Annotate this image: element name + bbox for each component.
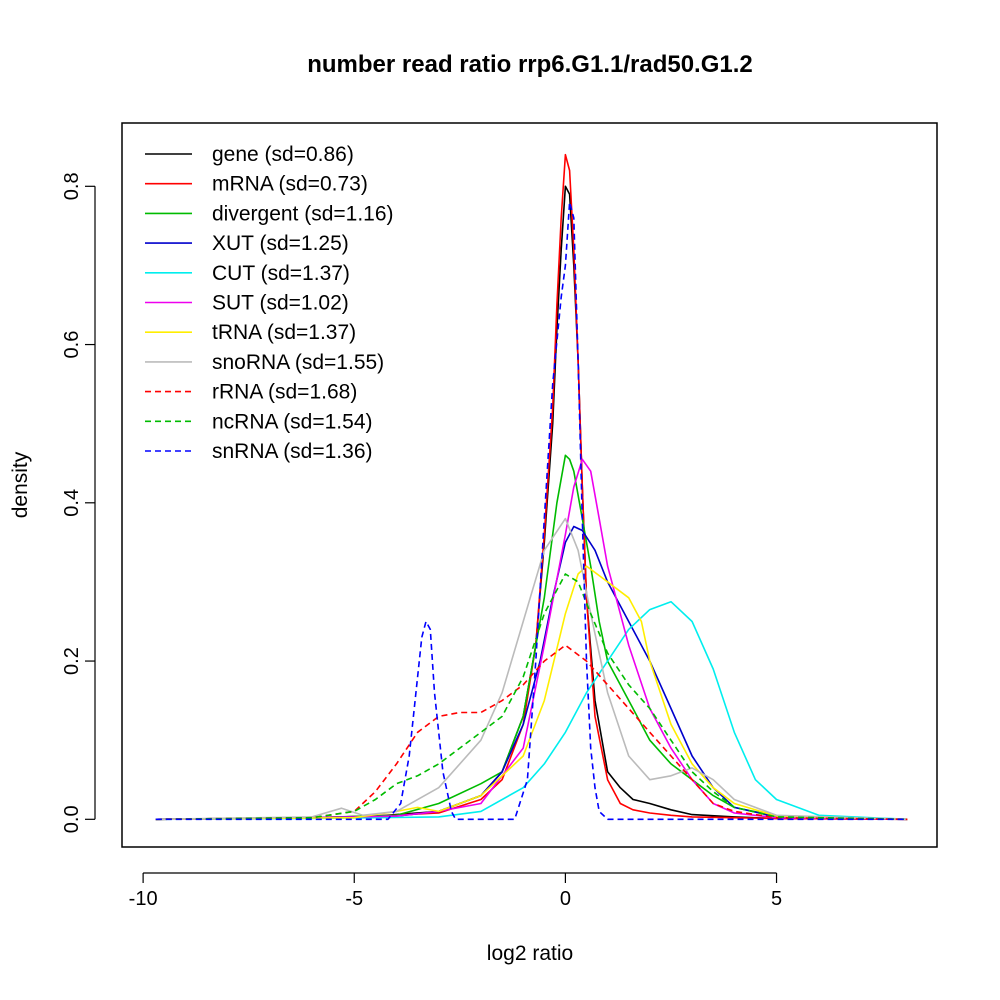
- x-axis-title: log2 ratio: [487, 942, 573, 965]
- legend-label: rRNA (sd=1.68): [212, 381, 357, 404]
- legend-item-mRNA: mRNA (sd=0.73): [145, 173, 368, 196]
- legend-label: CUT (sd=1.37): [212, 262, 350, 285]
- series-line-snoRNA: [155, 517, 908, 821]
- legend-item-gene: gene (sd=0.86): [145, 143, 354, 166]
- y-tick-label: 0.4: [61, 489, 83, 517]
- legend-label: tRNA (sd=1.37): [212, 321, 356, 344]
- chart-title: number read ratio rrp6.G1.1/rad50.G1.2: [307, 51, 753, 78]
- legend-item-divergent: divergent (sd=1.16): [145, 202, 394, 225]
- legend-item-snRNA: snRNA (sd=1.36): [145, 440, 373, 463]
- x-tick-label: -10: [129, 888, 158, 910]
- series-layer: [155, 153, 908, 821]
- legend-item-tRNA: tRNA (sd=1.37): [145, 321, 356, 344]
- legend-item-snoRNA: snoRNA (sd=1.55): [145, 351, 384, 374]
- series-line-tRNA: [155, 565, 908, 821]
- series-line-rRNA: [155, 644, 908, 821]
- x-tick-label: 5: [771, 888, 782, 910]
- legend-label: snRNA (sd=1.36): [212, 440, 373, 463]
- y-tick-label: 0.2: [61, 647, 83, 675]
- legend-item-SUT: SUT (sd=1.02): [145, 292, 349, 315]
- series-line-CUT: [155, 600, 908, 821]
- legend-label: SUT (sd=1.02): [212, 292, 349, 315]
- plot-frame: [121, 122, 938, 848]
- legend-item-rRNA: rRNA (sd=1.68): [145, 381, 357, 404]
- legend-item-XUT: XUT (sd=1.25): [145, 232, 349, 255]
- legend-label: XUT (sd=1.25): [212, 232, 349, 255]
- legend-label: mRNA (sd=0.73): [212, 173, 368, 196]
- x-tick-label: -5: [345, 888, 363, 910]
- x-tick-label: 0: [560, 888, 571, 910]
- y-tick-label: 0.6: [61, 331, 83, 359]
- y-tick-label: 0.8: [61, 172, 83, 200]
- y-axis-title: density: [9, 451, 32, 518]
- y-axis: 0.0 0.2 0.4 0.6 0.8: [61, 172, 96, 833]
- legend-item-CUT: CUT (sd=1.37): [145, 262, 350, 285]
- legend-label: snoRNA (sd=1.55): [212, 351, 384, 374]
- x-axis: -10 -5 0 5: [129, 872, 782, 910]
- legend-label: ncRNA (sd=1.54): [212, 410, 373, 433]
- legend-label: divergent (sd=1.16): [212, 202, 394, 225]
- legend-label: gene (sd=0.86): [212, 143, 354, 166]
- legend-item-ncRNA: ncRNA (sd=1.54): [145, 410, 373, 433]
- series-line-ncRNA: [155, 573, 908, 821]
- legend: gene (sd=0.86) mRNA (sd=0.73) divergent (s…: [145, 143, 394, 463]
- y-tick-label: 0.0: [61, 805, 83, 833]
